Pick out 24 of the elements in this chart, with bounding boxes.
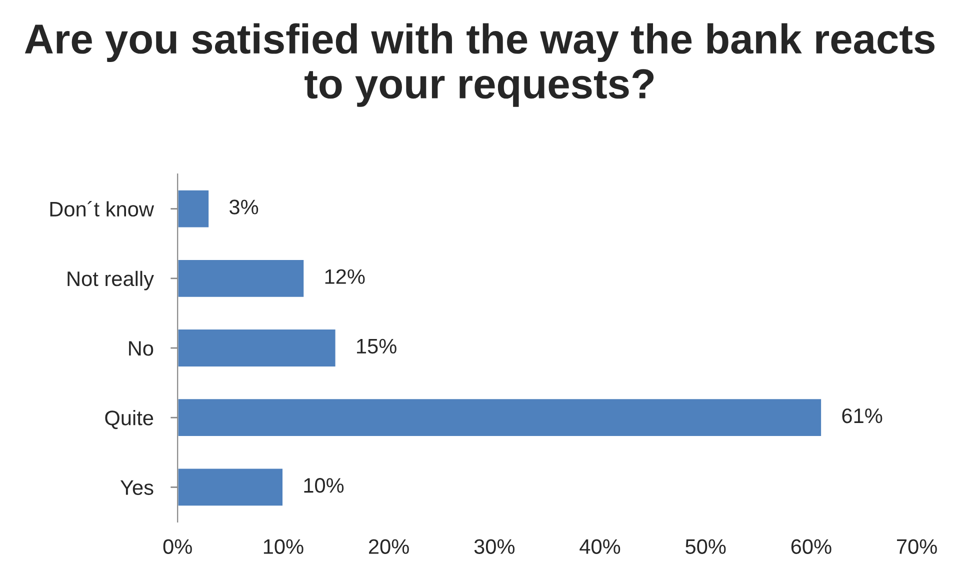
x-tick-label: 30% [474, 539, 515, 554]
x-tick-label: 20% [369, 539, 409, 554]
y-tick-label: Not really [68, 270, 154, 290]
chart-title: Are you satisfied with the way the bank reacts to your requests? [24, 23, 934, 107]
y-tick-label: Don´t know [50, 201, 154, 217]
x-tick-label: 40% [580, 539, 620, 554]
data-label: 3% [230, 200, 258, 214]
data-label: 61% [842, 408, 882, 424]
data-label: 15% [357, 338, 396, 354]
x-tick-label: 0% [163, 539, 192, 554]
bar [178, 467, 284, 508]
bar [178, 398, 822, 438]
x-tick-label: 60% [791, 539, 832, 554]
x-tick-label: 10% [264, 539, 304, 554]
bar [178, 258, 306, 298]
x-tick-label: 50% [686, 539, 726, 554]
y-tick-label: Quite [105, 410, 154, 430]
bar [178, 328, 337, 368]
y-tick-label: Yes [120, 480, 154, 495]
bar [178, 188, 210, 229]
y-tick-label: No [129, 341, 154, 356]
x-tick-label: 70% [897, 539, 937, 554]
data-label: 12% [325, 269, 365, 284]
data-label: 10% [304, 478, 344, 493]
